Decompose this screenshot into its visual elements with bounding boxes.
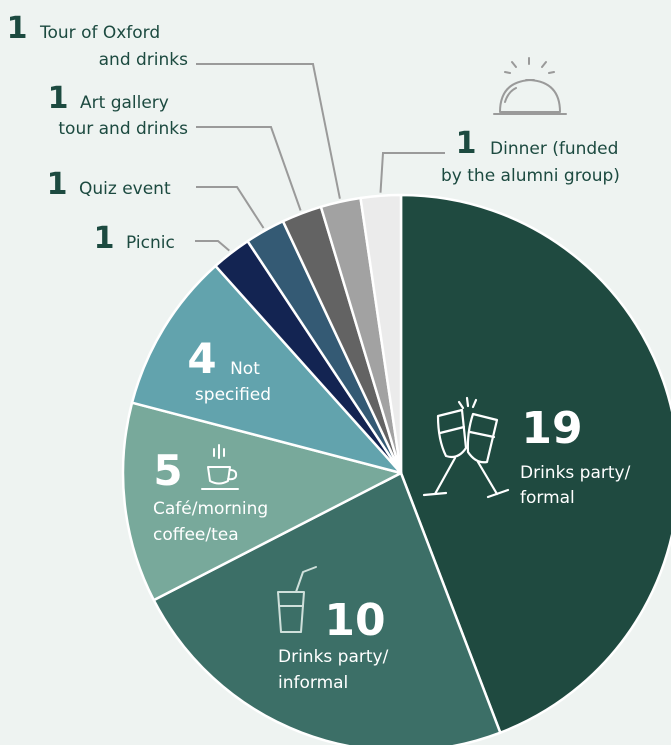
category-label: and drinks [99,50,189,70]
category-label: tour and drinks [58,119,188,139]
value-label: 5 [153,446,182,495]
slice-label-cafe: 5 Café/morning coffee/tea [153,446,268,545]
category-label: specified [195,385,271,405]
slice-label-not-specified: 4 Not specified [187,334,271,405]
category-label: Tour of Oxford [39,23,160,43]
pie-slice-not-specified [130,264,403,475]
category-label: Not [230,359,260,379]
leader-line-picnic [195,240,230,252]
category-label: Dinner (funded [490,139,618,159]
category-label: Picnic [126,233,175,253]
value-label: 1 [94,221,115,256]
slice-icons [201,57,567,633]
slice-label-drinks-informal: 10 Drinks party/ informal [278,595,389,693]
slice-label-art-gallery: 1 Art gallery tour and drinks [48,81,189,139]
slice-label-drinks-formal: 19 Drinks party/ formal [520,403,631,508]
value-label: 10 [324,595,385,646]
coffee-cup-icon [201,444,239,490]
value-label: 1 [47,167,68,202]
slice-label-quiz: 1 Quiz event [47,167,171,202]
leader-lines [195,63,445,252]
glass-with-straw-icon [277,566,317,633]
pie-slices [121,193,671,745]
leader-line-tour-oxford [196,63,341,199]
category-label: formal [520,488,575,508]
category-label: Art gallery [80,93,169,113]
category-label: Drinks party/ [520,463,631,483]
value-label: 4 [187,334,216,383]
pie-slice-dinner [359,193,403,475]
leader-line-quiz [196,186,265,229]
dinner-cloche-icon [493,57,567,115]
category-label: coffee/tea [153,525,239,545]
category-label: by the alumni group) [441,166,620,186]
slice-label-picnic: 1 Picnic [94,221,175,256]
category-label: Café/morning [153,499,268,519]
pie-slice-cafe [121,401,403,602]
leader-line-dinner [379,152,445,193]
category-label: informal [278,673,348,693]
category-label: Drinks party/ [278,647,389,667]
value-label: 1 [48,81,69,116]
value-label: 1 [456,126,477,161]
category-label: Quiz event [79,179,171,199]
champagne-glasses-icon [422,396,510,499]
value-label: 19 [521,403,582,454]
pie-slice-drinks-formal [399,193,671,734]
slice-label-dinner: 1 Dinner (funded by the alumni group) [441,126,620,186]
leader-line-art-gallery [196,126,302,211]
slice-label-tour-oxford: 1 Tour of Oxford and drinks [7,11,189,70]
pie-slice-drinks-informal [152,471,502,745]
value-label: 1 [7,11,28,46]
